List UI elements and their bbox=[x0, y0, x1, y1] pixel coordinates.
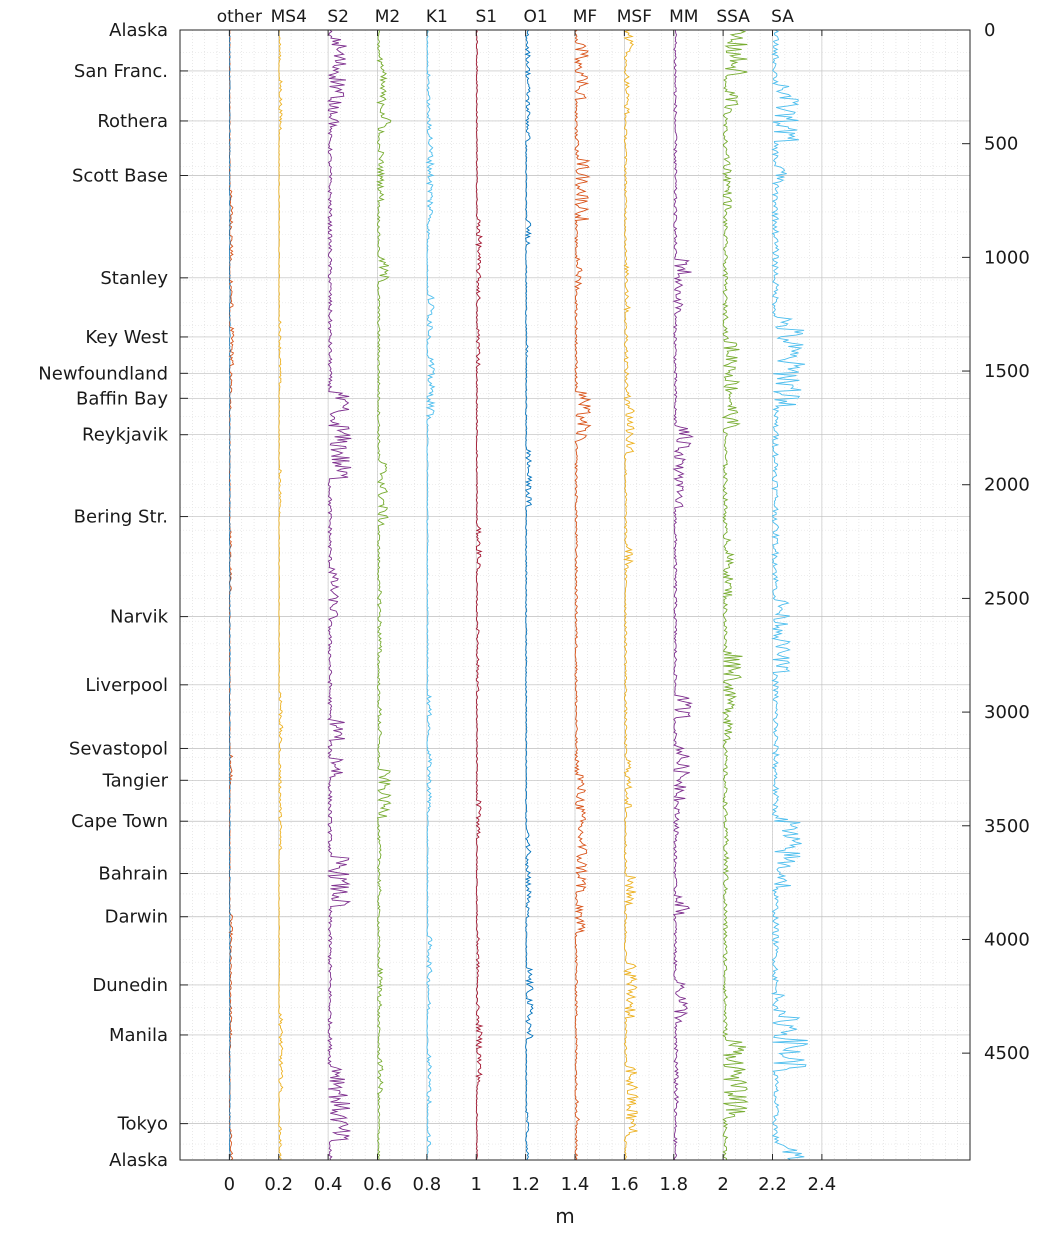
series-label-mm: MM bbox=[669, 7, 698, 27]
x-tick-label: 2.4 bbox=[808, 1174, 837, 1195]
station-label: San Franc. bbox=[74, 61, 168, 82]
y-tick-label-right: 500 bbox=[984, 134, 1018, 155]
station-label: Baffin Bay bbox=[76, 388, 168, 409]
series-line-ssa bbox=[721, 29, 749, 1161]
station-label: Tokyo bbox=[117, 1114, 168, 1135]
series-label-ssa: SSA bbox=[716, 7, 750, 27]
x-tick-label: 0.4 bbox=[314, 1174, 343, 1195]
series-label-other: other bbox=[217, 7, 262, 27]
series-line-msf bbox=[622, 29, 639, 1161]
series-label-o1: O1 bbox=[524, 7, 548, 27]
y-tick-label-right: 1500 bbox=[984, 361, 1030, 382]
x-tick-label: 1 bbox=[471, 1174, 482, 1195]
y-tick-label-right: 2000 bbox=[984, 475, 1030, 496]
x-tick-label: 2.2 bbox=[758, 1174, 787, 1195]
series-line-mf bbox=[573, 29, 592, 1161]
x-axis-label: m bbox=[555, 1204, 574, 1228]
y-tick-label-right: 0 bbox=[984, 20, 995, 41]
x-tick-label: 1.6 bbox=[610, 1174, 639, 1195]
series-line-m2 bbox=[376, 29, 392, 1161]
y-tick-label-right: 3500 bbox=[984, 816, 1030, 837]
series-line-ms4 bbox=[278, 29, 284, 1161]
station-label: Key West bbox=[85, 327, 168, 348]
station-label: Manila bbox=[109, 1025, 168, 1046]
station-label: Scott Base bbox=[72, 166, 168, 187]
y-tick-label-right: 1000 bbox=[984, 247, 1030, 268]
station-label: Dunedin bbox=[92, 975, 168, 996]
x-tick-label: 0 bbox=[224, 1174, 235, 1195]
station-label: Stanley bbox=[100, 268, 168, 289]
series-line-other-secondary bbox=[229, 29, 231, 1161]
x-tick-label: 1.2 bbox=[511, 1174, 540, 1195]
x-tick-label: 0.8 bbox=[413, 1174, 442, 1195]
x-tick-label: 2 bbox=[717, 1174, 728, 1195]
series-line-s2 bbox=[326, 29, 352, 1161]
station-label: Bahrain bbox=[98, 864, 168, 885]
station-label: Tangier bbox=[102, 770, 169, 791]
series-line-k1 bbox=[425, 29, 436, 1161]
labels: other MS4 S2 M2 K1 S1 O1 MF MSF MM SSA SA 0 0.2 0.4 0.6… bbox=[38, 7, 1030, 1195]
x-tick-label: 0.6 bbox=[363, 1174, 392, 1195]
station-label: Newfoundland bbox=[38, 363, 168, 384]
series-label-ms4: MS4 bbox=[271, 7, 307, 27]
axes bbox=[179, 29, 971, 1161]
y-tick-label-right: 2500 bbox=[984, 588, 1030, 609]
station-label: Rothera bbox=[97, 111, 168, 132]
x-tick-label: 0.2 bbox=[264, 1174, 293, 1195]
station-label: Cape Town bbox=[71, 811, 168, 832]
station-label: Liverpool bbox=[85, 675, 168, 696]
series-label-sa: SA bbox=[771, 7, 794, 27]
station-label: Reykjavik bbox=[82, 425, 169, 446]
series-label-msf: MSF bbox=[617, 7, 652, 27]
series-label-mf: MF bbox=[573, 7, 597, 27]
station-label: Alaska bbox=[109, 1150, 168, 1171]
series-line-o1 bbox=[524, 29, 535, 1161]
y-tick-label-right: 3000 bbox=[984, 702, 1030, 723]
series-line-s1 bbox=[474, 29, 484, 1161]
series-label-s2: S2 bbox=[327, 7, 349, 27]
y-tick-label-right: 4500 bbox=[984, 1043, 1030, 1064]
grid bbox=[179, 29, 971, 1161]
series-label-k1: K1 bbox=[426, 7, 448, 27]
series-label-s1: S1 bbox=[475, 7, 497, 27]
station-label: Narvik bbox=[110, 607, 169, 628]
series-line-sa bbox=[770, 29, 809, 1161]
y-tick-label-right: 4000 bbox=[984, 929, 1030, 950]
station-label: Darwin bbox=[105, 907, 168, 928]
x-tick-label: 1.8 bbox=[659, 1174, 688, 1195]
series-line-mm bbox=[672, 29, 695, 1161]
station-label: Sevastopol bbox=[69, 738, 168, 759]
station-label: Alaska bbox=[109, 20, 168, 41]
series-label-m2: M2 bbox=[375, 7, 400, 27]
station-label: Bering Str. bbox=[74, 507, 168, 528]
series-layer bbox=[228, 29, 809, 1161]
x-tick-label: 1.4 bbox=[561, 1174, 590, 1195]
